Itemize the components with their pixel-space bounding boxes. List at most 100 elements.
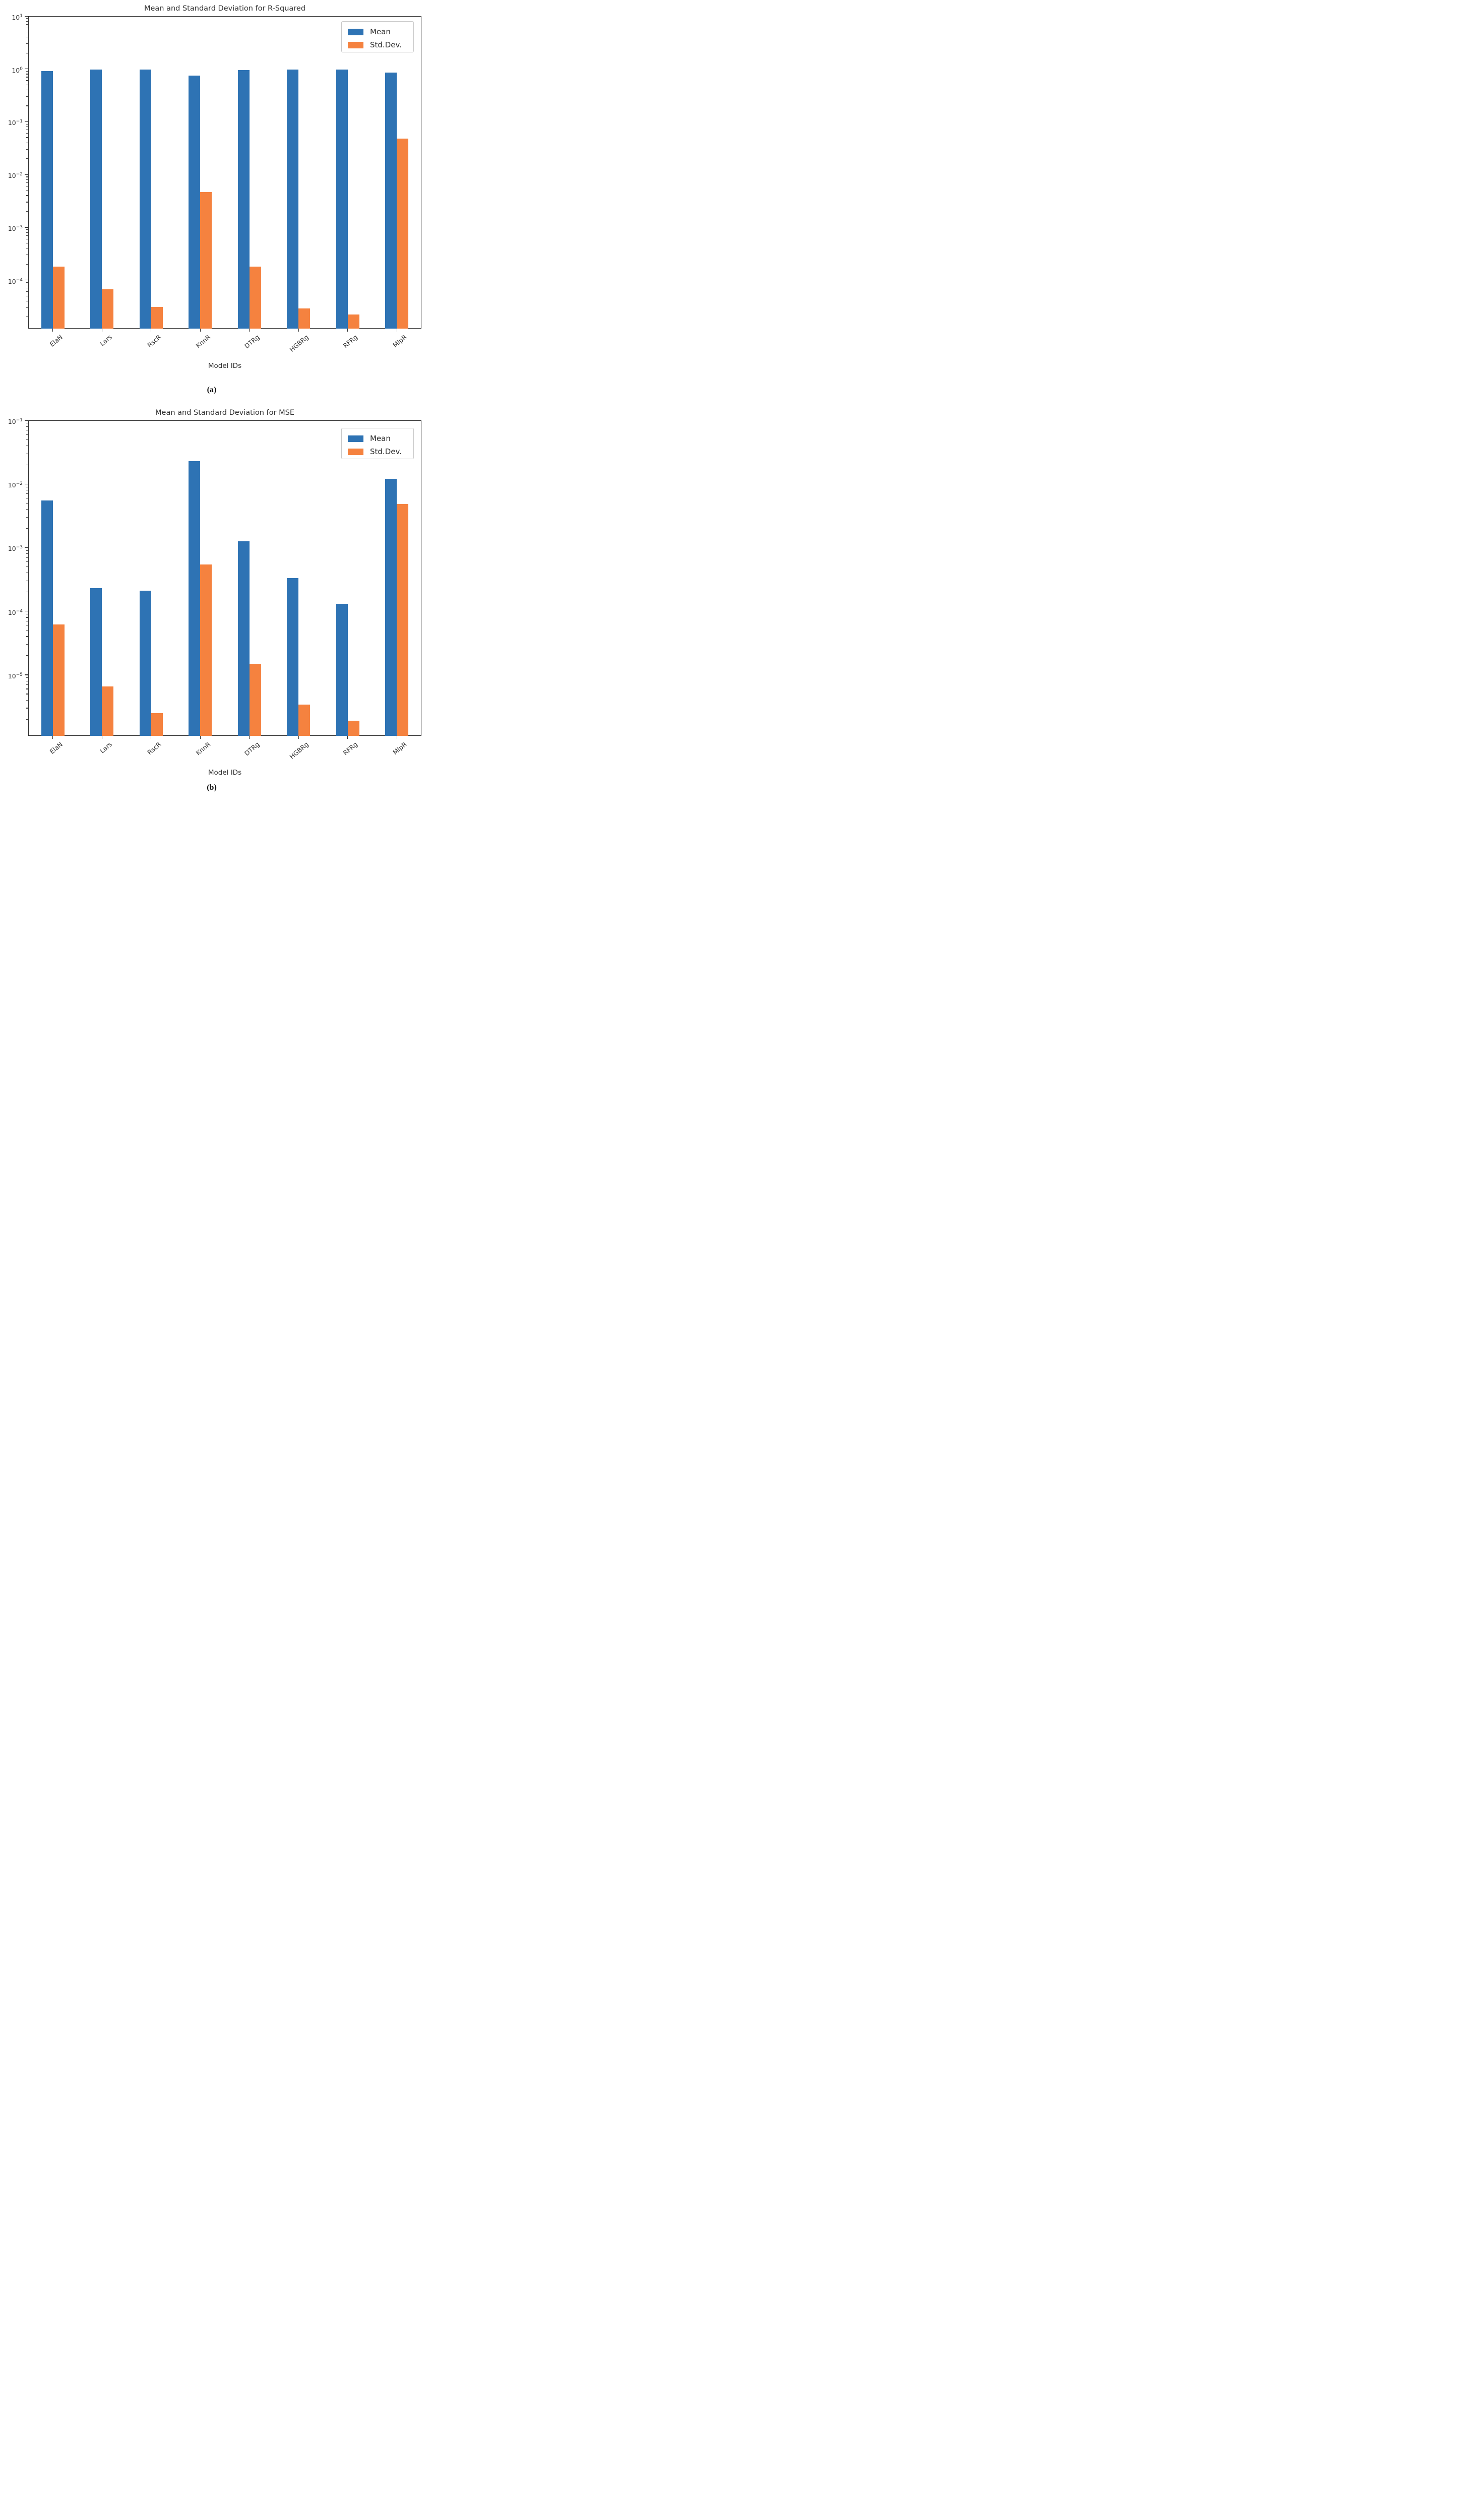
chart-title-mse: Mean and Standard Deviation for MSE xyxy=(155,409,294,417)
y-minor-tick xyxy=(26,18,28,19)
bar-mean-DTRg xyxy=(237,70,250,329)
y-minor-tick xyxy=(26,176,28,177)
y-minor-tick xyxy=(26,158,28,159)
x-tick xyxy=(200,329,201,332)
y-minor-tick xyxy=(26,684,28,685)
x-tick-label-MlpR: MlpR xyxy=(391,333,408,349)
bar-std-HGBRg xyxy=(298,705,311,736)
x-tick-label-RFRg: RFRg xyxy=(341,333,359,350)
x-tick xyxy=(52,329,53,332)
std-color-swatch xyxy=(348,41,363,48)
x-tick xyxy=(347,329,348,332)
bar-mean-RFRg xyxy=(336,70,348,329)
x-tick-label-HGBRg: HGBRg xyxy=(288,333,310,353)
y-tick-label: 10−4 xyxy=(8,277,23,285)
y-minor-tick xyxy=(26,291,28,292)
bar-std-KnnR xyxy=(200,192,212,329)
figure-mse: Mean and Standard Deviation for MSE Mean… xyxy=(0,403,423,802)
bar-std-DTRg xyxy=(249,266,261,329)
bar-mean-KnnR xyxy=(189,75,201,329)
y-minor-tick xyxy=(26,232,28,233)
y-minor-tick xyxy=(26,96,28,97)
y-minor-tick xyxy=(26,719,28,720)
y-major-tick xyxy=(25,174,28,175)
y-minor-tick xyxy=(26,636,28,637)
bar-mean-MlpR xyxy=(385,73,397,329)
bar-std-MlpR xyxy=(397,504,409,736)
y-minor-tick xyxy=(26,190,28,191)
y-minor-tick xyxy=(26,21,28,22)
bar-mean-MlpR xyxy=(385,479,397,736)
y-minor-tick xyxy=(26,509,28,510)
y-minor-tick xyxy=(26,688,28,689)
y-minor-tick xyxy=(26,557,28,558)
x-tick-label-KnnR: KnnR xyxy=(194,740,212,757)
bar-mean-RFRg xyxy=(336,604,348,736)
std-color-swatch xyxy=(348,448,363,455)
bar-std-ElaN xyxy=(52,266,65,329)
y-minor-tick xyxy=(26,229,28,230)
y-minor-tick xyxy=(26,71,28,72)
y-minor-tick xyxy=(26,149,28,150)
x-tick xyxy=(298,736,299,739)
bar-std-HGBRg xyxy=(298,308,311,329)
bar-mean-RscR xyxy=(139,591,151,736)
x-tick-label-KnnR: KnnR xyxy=(194,333,212,350)
caption-a: (a) xyxy=(207,386,217,394)
legend-label-std: Std.Dev. xyxy=(370,447,402,456)
legend-item-mean: Mean xyxy=(348,27,391,36)
y-minor-tick xyxy=(26,439,28,440)
y-tick-label: 10−2 xyxy=(8,481,23,489)
y-minor-tick xyxy=(26,307,28,308)
legend-item-mean: Mean xyxy=(348,434,391,443)
y-minor-tick xyxy=(26,434,28,435)
bar-mean-RscR xyxy=(139,70,151,329)
y-minor-tick xyxy=(26,550,28,551)
bar-std-RFRg xyxy=(347,721,359,736)
y-tick-label: 10−3 xyxy=(8,545,23,553)
bar-mean-HGBRg xyxy=(287,578,299,736)
y-minor-tick xyxy=(26,195,28,196)
chart-title-r-squared: Mean and Standard Deviation for R-Square… xyxy=(144,5,306,13)
legend-mse: Mean Std.Dev. xyxy=(341,428,414,459)
y-minor-tick xyxy=(26,517,28,518)
bar-mean-Lars xyxy=(90,588,102,736)
y-tick-label: 100 xyxy=(12,66,23,74)
bar-std-Lars xyxy=(102,686,114,736)
bar-std-RscR xyxy=(151,306,163,329)
x-tick xyxy=(52,736,53,739)
bar-mean-ElaN xyxy=(41,71,53,329)
y-tick-label: 10−1 xyxy=(8,418,23,426)
y-major-tick xyxy=(25,547,28,548)
mean-color-swatch xyxy=(348,28,363,35)
bar-std-RscR xyxy=(151,713,163,736)
y-minor-tick xyxy=(26,43,28,44)
y-tick-label: 101 xyxy=(12,14,23,22)
bar-std-KnnR xyxy=(200,564,212,736)
bar-mean-KnnR xyxy=(189,461,201,736)
x-tick-label-Lars: Lars xyxy=(98,333,113,348)
mean-color-swatch xyxy=(348,435,363,442)
legend-item-std: Std.Dev. xyxy=(348,447,402,456)
y-major-tick xyxy=(25,16,28,17)
y-minor-tick xyxy=(26,137,28,138)
x-tick-label-HGBRg: HGBRg xyxy=(288,740,310,761)
y-tick-label: 10−4 xyxy=(8,608,23,616)
y-tick-label: 10−3 xyxy=(8,224,23,233)
x-tick-label-RscR: RscR xyxy=(146,740,163,757)
y-minor-tick xyxy=(26,655,28,656)
caption-b: (b) xyxy=(207,783,217,792)
x-tick-label-RFRg: RFRg xyxy=(341,740,359,757)
y-major-tick xyxy=(25,674,28,675)
x-tick xyxy=(298,329,299,332)
y-minor-tick xyxy=(26,182,28,183)
x-tick-label-ElaN: ElaN xyxy=(48,333,65,348)
y-minor-tick xyxy=(26,644,28,645)
y-minor-tick xyxy=(26,80,28,81)
y-minor-tick xyxy=(26,566,28,568)
x-axis-label-r-squared: Model IDs xyxy=(208,362,242,370)
x-tick xyxy=(200,736,201,739)
y-minor-tick xyxy=(26,105,28,106)
y-tick-label: 10−1 xyxy=(8,119,23,127)
y-minor-tick xyxy=(26,426,28,427)
